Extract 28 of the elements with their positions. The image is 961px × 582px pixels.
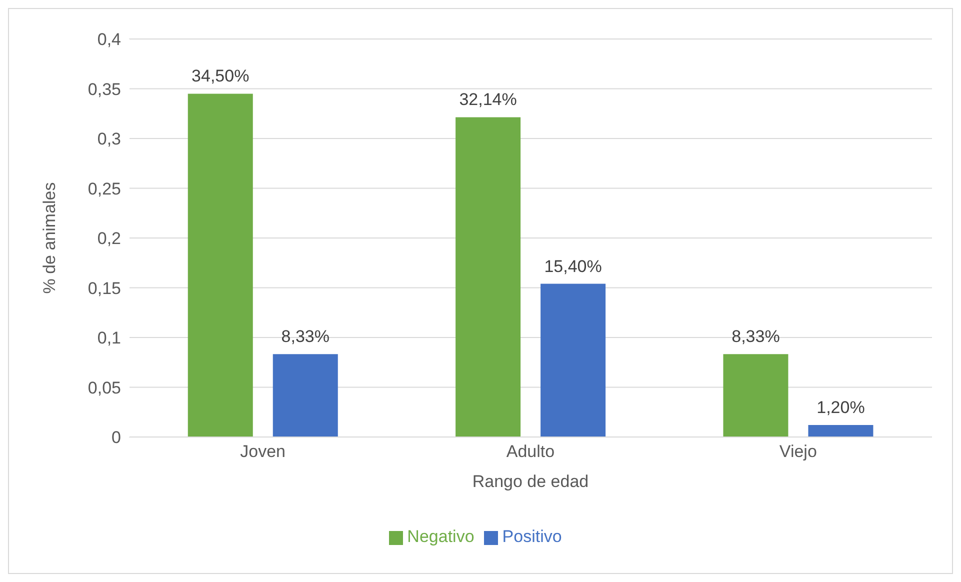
data-label: 32,14% bbox=[459, 90, 517, 110]
y-tick-label: 0,25 bbox=[88, 179, 121, 198]
data-label: 8,33% bbox=[281, 327, 330, 346]
x-axis-title: Rango de edad bbox=[472, 472, 589, 491]
bar bbox=[456, 117, 521, 437]
y-tick-label: 0,3 bbox=[97, 130, 121, 149]
y-axis-title: % de animales bbox=[40, 182, 60, 294]
y-tick-label: 0,4 bbox=[97, 30, 121, 50]
data-label: 34,50% bbox=[192, 66, 250, 86]
bar bbox=[272, 354, 338, 437]
y-tick-label: 0,1 bbox=[97, 328, 121, 348]
legend-label: Positivo bbox=[502, 527, 562, 546]
bar bbox=[808, 425, 874, 437]
bar bbox=[723, 354, 788, 437]
data-label: 15,40% bbox=[544, 256, 602, 276]
y-tick-label: 0 bbox=[112, 428, 121, 448]
bar bbox=[540, 284, 606, 437]
x-tick-label: Joven bbox=[240, 442, 286, 462]
y-tick-label: 0,2 bbox=[97, 229, 121, 248]
bar bbox=[188, 94, 253, 437]
x-tick-label: Viejo bbox=[779, 442, 817, 462]
y-tick-label: 0,15 bbox=[88, 278, 121, 298]
legend-label: Negativo bbox=[407, 527, 474, 546]
x-tick-label: Adulto bbox=[506, 442, 555, 462]
y-tick-label: 0,05 bbox=[88, 378, 121, 398]
data-label: 8,33% bbox=[732, 327, 780, 346]
data-label: 1,20% bbox=[816, 398, 865, 418]
y-tick-label: 0,35 bbox=[88, 80, 121, 99]
